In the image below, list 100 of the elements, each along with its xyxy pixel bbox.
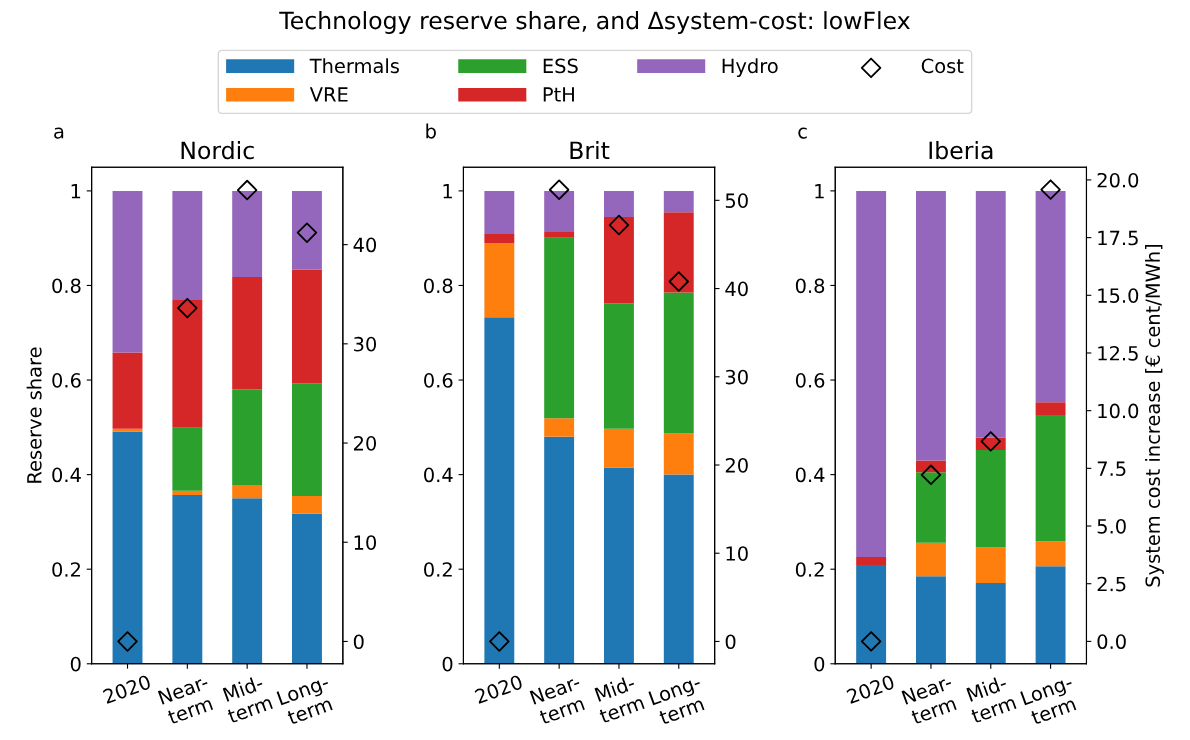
y2-tick-label: 0 (725, 634, 736, 650)
bar (604, 467, 634, 664)
bar (232, 190, 263, 277)
bar (292, 190, 322, 270)
bar (1035, 402, 1066, 416)
bar (172, 300, 203, 428)
bar (604, 428, 634, 468)
point (489, 631, 510, 652)
bar (172, 427, 203, 491)
y-tick-label: 1 (815, 184, 824, 199)
x-tick-label: Mid- term (966, 674, 1017, 724)
bar (484, 190, 515, 234)
y2-tick-label: 0.0 (1097, 634, 1126, 650)
bar (975, 547, 1006, 583)
y2-tick-label: 20 (354, 436, 377, 451)
point (177, 297, 198, 319)
x-tick-label: 2020 (474, 674, 524, 705)
point (920, 464, 942, 486)
bar (975, 582, 1006, 664)
point (117, 631, 138, 652)
x-tick-label: 2020 (846, 674, 896, 705)
bar (604, 303, 634, 429)
bar (663, 190, 694, 213)
bar (292, 269, 322, 384)
y2-tick-label: 40 (725, 281, 748, 297)
point (548, 179, 570, 200)
x-tick-label: Near- term (157, 674, 214, 725)
legend-label: Thermals (309, 58, 399, 74)
point (980, 431, 1001, 452)
y-tick-label: 0.8 (795, 278, 825, 294)
y2-tick-label: 17.5 (1098, 230, 1138, 246)
bar (292, 383, 322, 496)
chart-title: Iberia (929, 140, 993, 160)
bar (172, 494, 203, 664)
y2-tick-label: 15.0 (1098, 288, 1139, 303)
chart-title: Nordic (181, 140, 254, 160)
point (1040, 179, 1061, 200)
x-tick-label: Long- term (648, 674, 705, 726)
bar (604, 216, 634, 304)
y2-tick-label: 5.0 (1097, 518, 1126, 534)
point (860, 631, 882, 652)
bar (975, 450, 1006, 548)
y-tick-label: 0.6 (424, 373, 453, 388)
bar (232, 389, 263, 486)
x-tick-label: Near- term (529, 674, 585, 725)
y-tick-label: 0.2 (52, 562, 80, 577)
bar (484, 233, 515, 243)
point (236, 179, 258, 201)
y-tick-label: 0 (814, 656, 825, 672)
y2-tick-label: 10.0 (1098, 403, 1139, 419)
y-tick-label: 0.2 (795, 562, 824, 577)
bar (856, 190, 887, 557)
y-tick-label: 0.6 (795, 373, 825, 388)
y2-tick-label: 7.5 (1097, 461, 1126, 477)
bar (916, 576, 946, 664)
legend-label: Hydro (722, 58, 778, 78)
text: b (426, 123, 436, 139)
x-tick-label: Long- term (276, 674, 333, 726)
y2-tick-label: 30 (725, 369, 748, 385)
bar (663, 292, 694, 434)
bar (112, 431, 143, 664)
y2-tick-label: 40 (353, 237, 377, 253)
text: c (798, 127, 807, 139)
x-tick-label: Mid- term (594, 674, 645, 724)
bar (856, 556, 887, 565)
y-tick-label: 1 (443, 184, 452, 199)
y-tick-label: 0.2 (424, 562, 452, 577)
x-tick-label: Mid- term (222, 674, 273, 724)
bar (484, 317, 515, 664)
chart-title: Brit (570, 140, 610, 159)
bar (975, 190, 1006, 438)
y-tick-label: 0.4 (424, 467, 453, 483)
y2-tick-label: 10 (354, 535, 377, 550)
bar (544, 436, 575, 664)
y-axis-title: Reserve share (26, 347, 42, 483)
bar (663, 433, 694, 475)
y2-tick-label: 20 (725, 457, 748, 473)
y2-tick-label: 10 (726, 546, 748, 561)
bar (604, 190, 634, 217)
bar (484, 242, 515, 318)
y-tick-label: 0.8 (52, 278, 81, 294)
bar (663, 212, 694, 293)
legend-label: VRE (309, 87, 348, 102)
bar (112, 352, 143, 429)
y-tick-label: 0.8 (424, 278, 453, 294)
bar (172, 490, 203, 495)
y-tick-label: 0.4 (52, 467, 81, 483)
bar (112, 428, 143, 432)
text: a (54, 127, 64, 139)
bar (292, 495, 322, 514)
bar (544, 418, 575, 437)
bar (232, 498, 263, 664)
bar (1035, 415, 1066, 542)
y-tick-label: 0 (442, 656, 453, 672)
legend-label: PtH (543, 87, 574, 102)
bar (916, 472, 946, 543)
y2-tick-label: 2.5 (1097, 576, 1126, 592)
bar (112, 190, 143, 353)
y-tick-label: 1 (71, 184, 81, 199)
bar (916, 542, 946, 577)
